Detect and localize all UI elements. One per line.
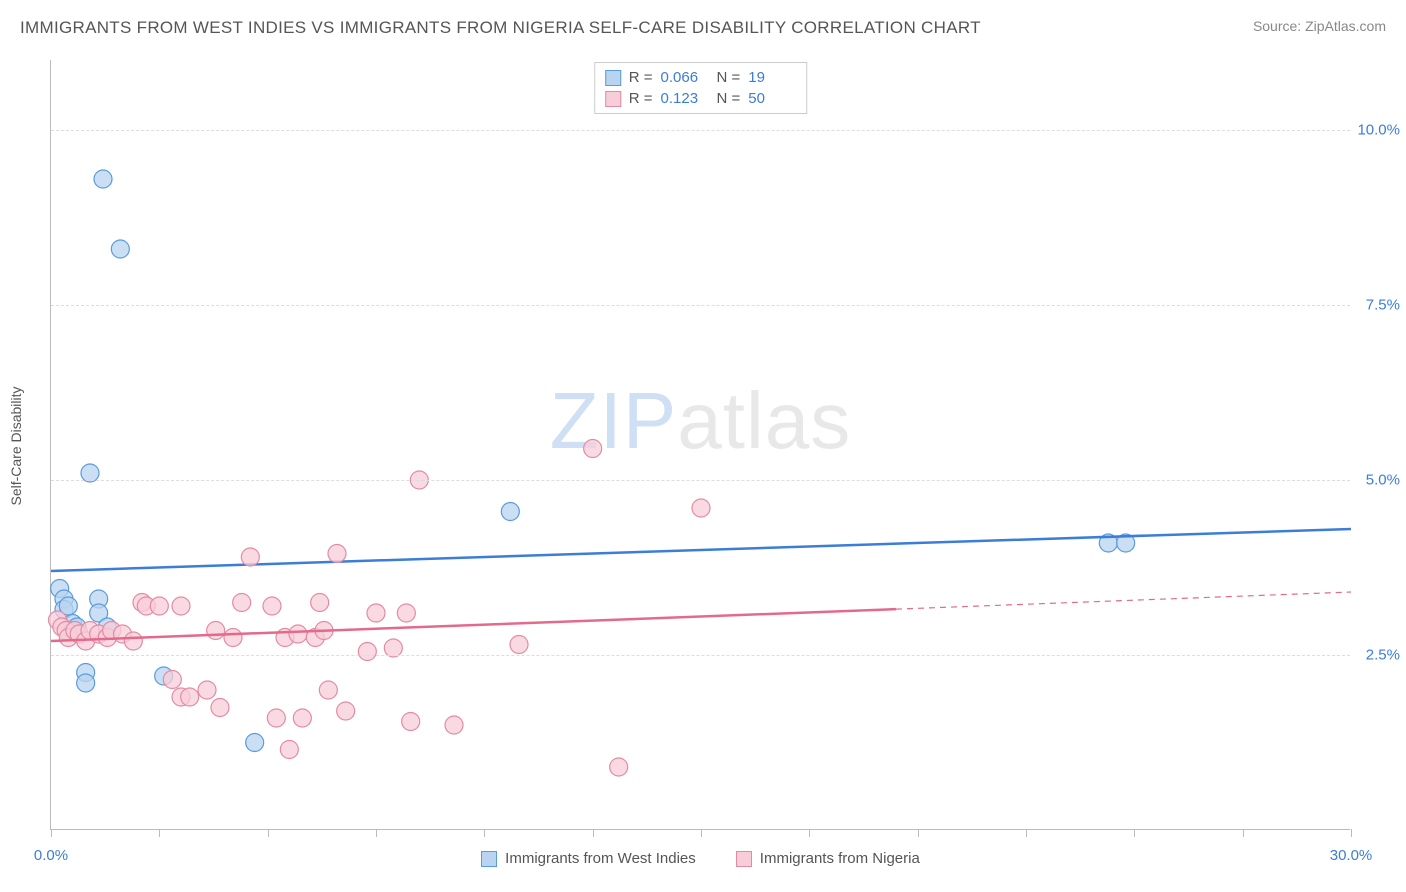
legend-swatch (481, 851, 497, 867)
x-tick (484, 829, 485, 837)
data-point (337, 702, 355, 720)
x-tick (376, 829, 377, 837)
data-point (241, 548, 259, 566)
data-point (692, 499, 710, 517)
y-tick-label: 7.5% (1366, 297, 1400, 314)
legend-stat-row: R = 0.123 N = 50 (605, 88, 797, 109)
data-point (311, 594, 329, 612)
data-point (246, 734, 264, 752)
legend-swatch (736, 851, 752, 867)
data-point (111, 240, 129, 258)
y-axis-title: Self-Care Disability (8, 386, 24, 505)
x-tick (1026, 829, 1027, 837)
data-point (445, 716, 463, 734)
data-point (224, 629, 242, 647)
data-point (328, 545, 346, 563)
x-tick-label: 0.0% (34, 847, 68, 864)
data-point (289, 625, 307, 643)
data-point (181, 688, 199, 706)
legend-series-name: Immigrants from West Indies (505, 850, 696, 867)
y-tick-label: 10.0% (1357, 122, 1400, 139)
plot-area: ZIPatlas R =0.066N =19R =0.123N =50 Immi… (50, 60, 1350, 830)
x-tick (918, 829, 919, 837)
legend-n-value: 50 (748, 90, 796, 107)
legend-stats: R = 0.066 N = 19 R = 0.123 N = 50 (594, 62, 808, 114)
x-tick (159, 829, 160, 837)
data-point (319, 681, 337, 699)
legend-r-value: 0.066 (661, 69, 709, 86)
data-point (584, 440, 602, 458)
legend-r-value: 0.123 (661, 90, 709, 107)
x-tick (809, 829, 810, 837)
legend-series-item: Immigrants from West Indies (481, 850, 696, 867)
gridline-h (51, 480, 1350, 481)
data-point (358, 643, 376, 661)
data-point (172, 597, 190, 615)
data-point (94, 170, 112, 188)
legend-series-item: Immigrants from Nigeria (736, 850, 920, 867)
data-point (211, 699, 229, 717)
x-tick (268, 829, 269, 837)
chart-container: ZIPatlas R =0.066N =19R =0.123N =50 Immi… (50, 60, 1390, 830)
legend-r-label: R = (629, 90, 653, 107)
legend-r-label: R = (629, 69, 653, 86)
legend-n-label: N = (717, 69, 741, 86)
legend-stat-row: R = 0.066 N = 19 (605, 67, 797, 88)
data-point (610, 758, 628, 776)
x-tick-label: 30.0% (1330, 847, 1373, 864)
x-tick (1134, 829, 1135, 837)
x-tick (1243, 829, 1244, 837)
data-point (198, 681, 216, 699)
x-tick (593, 829, 594, 837)
legend-series-name: Immigrants from Nigeria (760, 850, 920, 867)
y-tick-label: 2.5% (1366, 647, 1400, 664)
data-point (207, 622, 225, 640)
y-tick-label: 5.0% (1366, 472, 1400, 489)
gridline-h (51, 305, 1350, 306)
data-point (263, 597, 281, 615)
gridline-h (51, 130, 1350, 131)
scatter-svg (51, 60, 1350, 829)
x-tick (1351, 829, 1352, 837)
data-point (233, 594, 251, 612)
data-point (77, 674, 95, 692)
data-point (402, 713, 420, 731)
legend-swatch (605, 91, 621, 107)
legend-n-value: 19 (748, 69, 796, 86)
chart-title: IMMIGRANTS FROM WEST INDIES VS IMMIGRANT… (20, 18, 981, 38)
data-point (501, 503, 519, 521)
data-point (293, 709, 311, 727)
data-point (150, 597, 168, 615)
gridline-h (51, 655, 1350, 656)
data-point (397, 604, 415, 622)
data-point (163, 671, 181, 689)
data-point (367, 604, 385, 622)
x-tick (701, 829, 702, 837)
trend-line-extrapolated (896, 592, 1351, 609)
source-text: Source: ZipAtlas.com (1253, 18, 1386, 34)
data-point (280, 741, 298, 759)
legend-series: Immigrants from West Indies Immigrants fr… (51, 850, 1350, 867)
data-point (267, 709, 285, 727)
x-tick (51, 829, 52, 837)
data-point (124, 632, 142, 650)
header: IMMIGRANTS FROM WEST INDIES VS IMMIGRANT… (0, 0, 1406, 38)
legend-n-label: N = (717, 90, 741, 107)
legend-swatch (605, 70, 621, 86)
data-point (510, 636, 528, 654)
